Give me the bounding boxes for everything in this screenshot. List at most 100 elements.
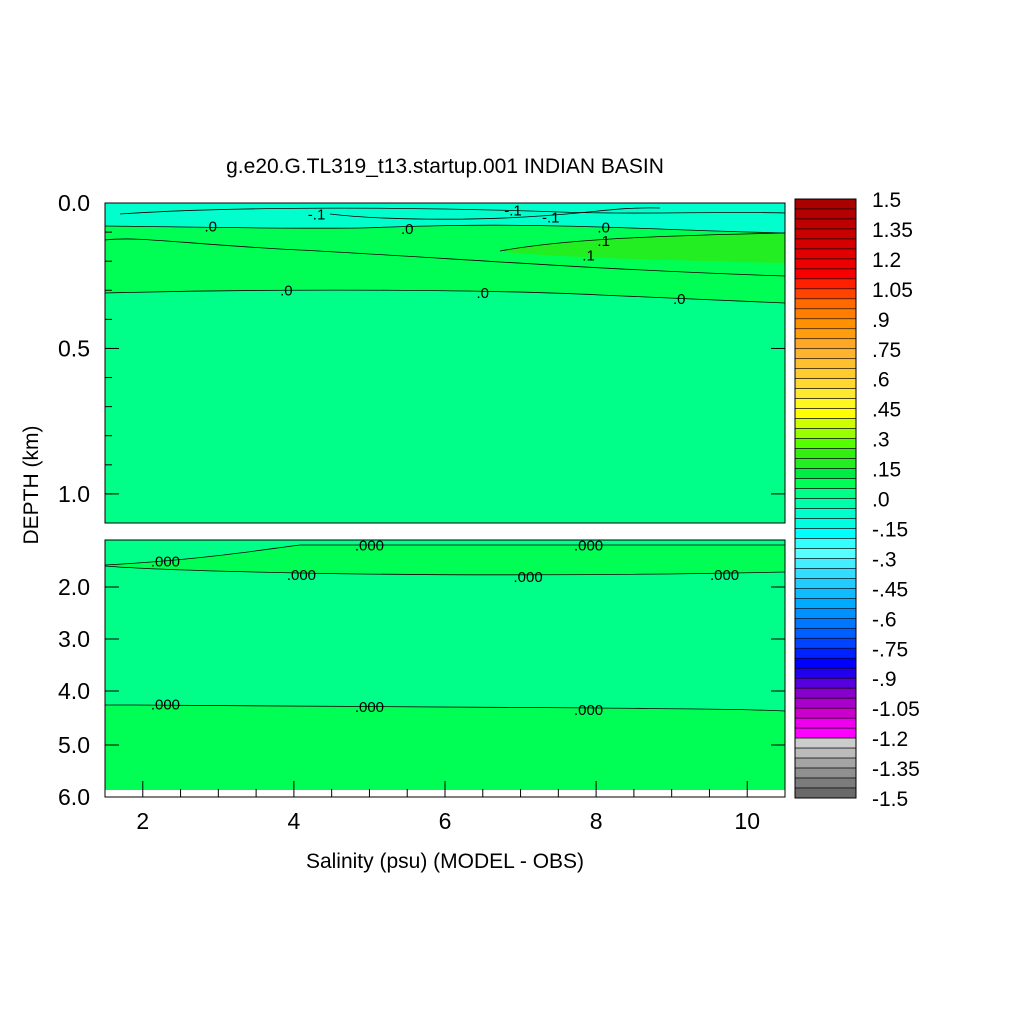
colorbar-label: -1.5	[872, 788, 908, 811]
contour-label: .1	[582, 247, 595, 264]
colorbar-swatch	[794, 418, 857, 429]
colorbar-label: -1.2	[872, 728, 908, 751]
colorbar-swatch	[794, 258, 857, 270]
colorbar-swatch	[794, 328, 857, 340]
y-tick-label: 4.0	[58, 678, 90, 704]
y-tick-label: 0.0	[58, 190, 90, 216]
colorbar-swatch	[794, 767, 857, 779]
upper-panel-frame	[104, 202, 786, 524]
colorbar-swatch	[794, 488, 857, 499]
x-axis-label: Salinity (psu) (MODEL - OBS)	[305, 850, 585, 873]
colorbar-swatch	[794, 208, 857, 220]
contour-label: -.1	[542, 210, 560, 227]
colorbar-swatch	[794, 588, 857, 599]
y-tick-label: 6.0	[58, 784, 90, 810]
colorbar-swatch	[794, 657, 857, 669]
colorbar-swatch	[794, 627, 857, 639]
colorbar-label: -.3	[872, 548, 897, 571]
colorbar-swatch	[794, 647, 857, 659]
colorbar-label: -1.05	[872, 698, 920, 721]
colorbar-swatch	[794, 637, 857, 649]
colorbar-swatch	[794, 717, 857, 729]
colorbar-swatch	[794, 478, 857, 489]
colorbar-label: -.45	[872, 578, 908, 601]
colorbar-swatch	[794, 727, 857, 739]
colorbar-swatch	[794, 228, 857, 240]
contour-label: .0	[673, 291, 686, 308]
colorbar-swatch	[794, 558, 857, 569]
colorbar-swatch	[794, 238, 857, 250]
contour-label: .0	[280, 282, 293, 299]
contour-label: .000	[574, 537, 603, 554]
contour-label: -.1	[504, 202, 522, 219]
colorbar-swatch	[794, 378, 857, 389]
contour-label: .0	[477, 285, 490, 302]
colorbar-swatch	[794, 687, 857, 699]
colorbar-swatch	[794, 538, 857, 549]
upper-contour-line	[329, 207, 661, 220]
colorbar-swatch	[794, 408, 857, 419]
y-tick-label: 3.0	[58, 626, 90, 652]
lower-positive-region	[105, 545, 785, 575]
contour-label: .000	[151, 697, 180, 714]
contour-label: .0	[597, 220, 610, 237]
colorbar-swatch	[794, 568, 857, 579]
lower-contour-line	[104, 565, 786, 576]
colorbar-swatch	[794, 747, 857, 759]
colorbar-label: .9	[872, 309, 890, 332]
colorbar-swatch	[794, 508, 857, 519]
colorbar-swatch	[794, 288, 857, 300]
colorbar-label: .6	[872, 369, 890, 392]
y-tick-label: 5.0	[58, 732, 90, 758]
contour-label: .000	[514, 569, 543, 586]
colorbar-swatch	[794, 268, 857, 280]
colorbar-label: .75	[872, 339, 901, 362]
y-tick-label: 0.5	[58, 335, 90, 361]
contour-label: .000	[151, 554, 180, 571]
colorbar-label: -.9	[872, 668, 897, 691]
colorbar-swatch	[794, 218, 857, 230]
colorbar-label: 1.05	[872, 279, 913, 302]
colorbar-swatch	[794, 308, 857, 320]
colorbar-swatch	[794, 777, 857, 789]
colorbar-swatch	[794, 398, 857, 409]
contour-label: .1	[597, 233, 610, 250]
colorbar-label: 1.35	[872, 219, 913, 242]
colorbar-swatch	[794, 388, 857, 399]
colorbar-swatch	[794, 518, 857, 529]
colorbar-label: 1.5	[872, 189, 901, 212]
colorbar-swatch	[794, 448, 857, 459]
contour-label: .000	[355, 537, 384, 554]
colorbar-label: .15	[872, 459, 901, 482]
contour-label: .0	[205, 218, 218, 235]
colorbar-swatch	[794, 697, 857, 709]
upper-contour-line	[104, 224, 786, 234]
colorbar-swatch	[794, 278, 857, 290]
colorbar-swatch	[794, 348, 857, 360]
colorbar-swatch	[794, 318, 857, 330]
colorbar-swatch	[794, 787, 857, 799]
colorbar-swatch	[794, 737, 857, 749]
colorbar-swatch	[794, 707, 857, 719]
colorbar-swatch	[794, 428, 857, 439]
contour-label: .000	[287, 567, 316, 584]
colorbar-label: 1.2	[872, 249, 901, 272]
x-tick-label: 4	[287, 808, 300, 834]
contour-label: .0	[401, 221, 414, 238]
colorbar-swatch	[794, 458, 857, 469]
colorbar-label: .45	[872, 399, 901, 422]
colorbar-label: -.6	[872, 608, 897, 631]
colorbar-swatch	[794, 248, 857, 260]
contour-label: -.1	[308, 207, 326, 224]
upper-contour-line	[499, 232, 786, 252]
upper-negative-region	[105, 203, 785, 233]
x-tick-label: 8	[590, 808, 603, 834]
colorbar-label: -.15	[872, 518, 908, 541]
y-tick-label: 2.0	[58, 574, 90, 600]
upper-contour-line	[104, 238, 786, 277]
colorbar-label: -1.35	[872, 758, 920, 781]
chart-title: g.e20.G.TL319_t13.startup.001 INDIAN BAS…	[226, 155, 664, 178]
colorbar-label: .3	[872, 429, 890, 452]
colorbar-swatch	[794, 498, 857, 509]
